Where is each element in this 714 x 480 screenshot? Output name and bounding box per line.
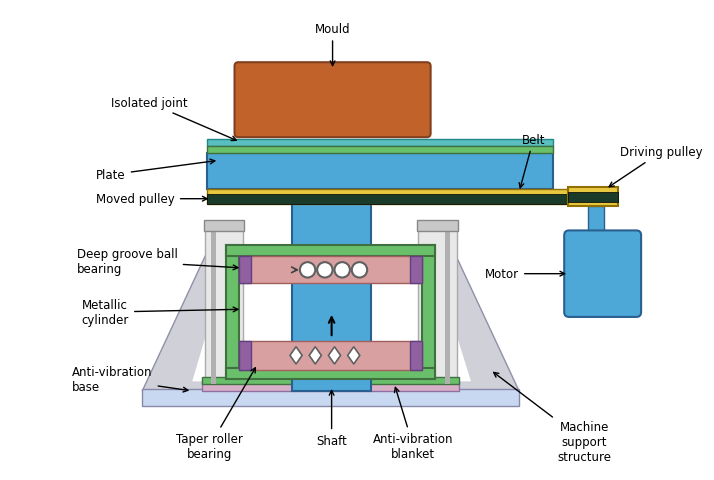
Text: Moved pulley: Moved pulley (96, 193, 207, 206)
Bar (239, 341, 422, 370)
Bar (568, 192, 618, 202)
Text: Driving pulley: Driving pulley (609, 146, 703, 187)
Text: Shaft: Shaft (316, 391, 347, 447)
Circle shape (300, 263, 316, 278)
Bar (445, 226, 450, 384)
Bar (422, 245, 436, 380)
Text: Isolated joint: Isolated joint (111, 97, 236, 141)
Text: Mould: Mould (315, 23, 351, 66)
Text: Taper roller
bearing: Taper roller bearing (176, 368, 256, 460)
Bar (202, 382, 459, 391)
Bar (239, 341, 251, 370)
Bar (206, 140, 553, 146)
Bar (202, 377, 459, 384)
FancyBboxPatch shape (234, 63, 431, 138)
Text: Plate: Plate (96, 160, 215, 182)
Bar (142, 389, 519, 407)
Bar (418, 226, 456, 384)
Circle shape (352, 263, 367, 278)
Polygon shape (309, 347, 321, 364)
Text: Anti-vibration
blanket: Anti-vibration blanket (373, 387, 453, 460)
Bar (226, 245, 436, 257)
Bar (206, 153, 553, 190)
Polygon shape (192, 252, 471, 382)
Text: Deep groove ball
bearing: Deep groove ball bearing (77, 248, 238, 276)
Bar (411, 341, 422, 370)
Polygon shape (348, 347, 360, 364)
Circle shape (317, 263, 333, 278)
Bar (211, 226, 216, 384)
Bar (206, 194, 572, 204)
Bar (206, 190, 572, 205)
Text: Anti-vibration
base: Anti-vibration base (72, 366, 188, 394)
Bar (206, 146, 553, 153)
Polygon shape (328, 347, 341, 364)
Bar (226, 245, 239, 380)
Bar (205, 226, 243, 384)
Text: Machine
support
structure: Machine support structure (493, 372, 611, 463)
Bar (568, 188, 618, 207)
Bar (239, 257, 422, 284)
Bar (203, 220, 244, 232)
Bar (411, 257, 422, 284)
Bar (226, 368, 436, 380)
Text: Metallic
cylinder: Metallic cylinder (81, 299, 238, 326)
FancyBboxPatch shape (564, 231, 641, 317)
Bar (292, 151, 371, 391)
Bar (417, 220, 458, 232)
Polygon shape (142, 247, 519, 391)
Text: Motor: Motor (485, 268, 565, 281)
Polygon shape (290, 347, 302, 364)
Text: Belt: Belt (519, 133, 545, 189)
Circle shape (334, 263, 350, 278)
Bar (239, 257, 251, 284)
Bar (588, 207, 603, 236)
